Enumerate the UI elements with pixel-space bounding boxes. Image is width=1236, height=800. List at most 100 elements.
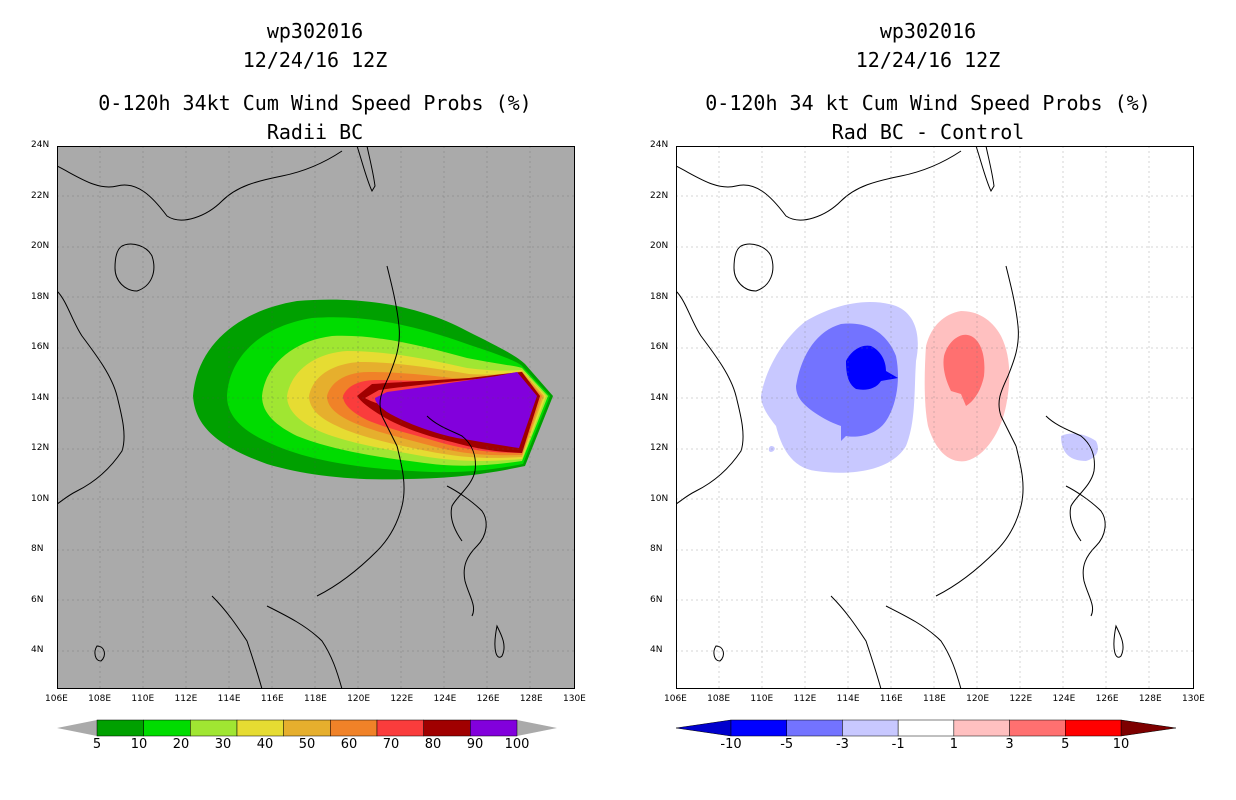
colorbar-tick-label: 1 [949, 737, 958, 752]
lon-tick-label: 128E [1138, 694, 1162, 704]
colorbar-swatch [96, 719, 144, 737]
colorbar-tick-label: -10 [720, 737, 742, 752]
colorbar-swatch [842, 719, 899, 737]
lat-tick-label: 18N [650, 291, 669, 302]
right-colorbar [676, 719, 1176, 737]
lon-tick-label: 116E [879, 694, 903, 704]
diff-neg-small [1061, 433, 1098, 461]
lat-tick-label: 12N [31, 443, 50, 454]
colorbar-swatch [376, 719, 424, 737]
lon-tick-label: 112E [174, 694, 198, 704]
lon-tick-label: 108E [707, 694, 731, 704]
left-title-storm: wp302016 [266, 19, 364, 43]
lat-tick-label: 6N [31, 594, 44, 605]
diff-neg-5 [846, 345, 898, 390]
colorbar-swatch [283, 719, 331, 737]
colorbar-tick-label: 50 [298, 737, 316, 752]
lat-tick-label: 14N [31, 392, 50, 403]
lat-tick-label: 18N [31, 291, 50, 302]
lon-tick-label: 130E [563, 694, 586, 704]
lon-tick-label: 114E [836, 694, 860, 704]
lon-tick-label: 116E [260, 694, 284, 704]
colorbar-swatch [730, 719, 787, 737]
lat-tick-label: 14N [650, 392, 669, 403]
lat-tick-label: 24N [650, 140, 669, 150]
colorbar-swatch [330, 719, 378, 737]
colorbar-swatch [423, 719, 471, 737]
colorbar-tick-label: 5 [92, 737, 102, 752]
colorbar-tick-label: 60 [340, 737, 358, 752]
colorbar-tick-label: 40 [256, 737, 274, 752]
lon-tick-label: 126E [476, 694, 500, 704]
lon-tick-label: 128E [519, 694, 543, 704]
lat-tick-label: 8N [31, 544, 44, 555]
colorbar-tick-label: -5 [780, 737, 794, 752]
colorbar-swatch [143, 719, 191, 737]
colorbar-tick-label: 90 [466, 737, 484, 752]
colorbar-tick-label: 20 [172, 737, 190, 752]
colorbar-swatch [1009, 719, 1066, 737]
diff-pos-3 [943, 334, 985, 406]
lon-tick-label: 120E [966, 694, 990, 704]
lon-tick-label: 106E [664, 694, 687, 704]
lon-tick-label: 130E [1182, 694, 1205, 704]
right-map [676, 146, 1194, 689]
lon-tick-label: 120E [347, 694, 371, 704]
lat-tick-label: 20N [650, 241, 669, 252]
colorbar-swatch [1065, 719, 1122, 737]
colorbar-tick-label: 100 [504, 737, 530, 752]
left-title-date: 12/24/16 12Z [242, 48, 388, 72]
colorbar-tick-label: 80 [424, 737, 442, 752]
lat-tick-label: 24N [31, 140, 50, 150]
colorbar-swatch [953, 719, 1010, 737]
right-title-storm: wp302016 [879, 19, 977, 43]
colorbar-tick-label: -3 [835, 737, 849, 752]
lat-tick-label: 10N [31, 493, 50, 504]
lon-tick-label: 110E [750, 694, 774, 704]
lon-tick-label: 124E [1052, 694, 1076, 704]
left-map [57, 146, 575, 689]
left-colorbar [57, 719, 557, 737]
right-title-subtitle: Rad BC - Control [831, 120, 1025, 144]
lon-tick-label: 108E [88, 694, 112, 704]
lat-tick-label: 12N [650, 443, 669, 454]
colorbar-tick-label: -1 [891, 737, 905, 752]
colorbar-right-arrow [517, 720, 557, 736]
lon-tick-label: 124E [433, 694, 457, 704]
right-title-product: 0-120h 34 kt Cum Wind Speed Probs (%) [705, 91, 1151, 115]
lon-tick-label: 122E [1009, 694, 1033, 704]
lat-tick-label: 22N [650, 190, 669, 201]
lon-tick-label: 118E [923, 694, 946, 704]
colorbar-tick-label: 10 [1112, 737, 1130, 752]
colorbar-swatch [236, 719, 284, 737]
lon-tick-label: 126E [1095, 694, 1119, 704]
lat-tick-label: 16N [31, 342, 50, 353]
lat-tick-label: 16N [650, 342, 669, 353]
colorbar-tick-label: 5 [1061, 737, 1070, 752]
colorbar-swatch [897, 719, 955, 737]
colorbar-tick-label: 3 [1005, 737, 1014, 752]
colorbar-left-arrow [57, 720, 97, 736]
colorbar-tick-label: 10 [130, 737, 148, 752]
left-title-subtitle: Radii BC [266, 120, 364, 144]
colorbar-left-arrow [676, 719, 732, 737]
lat-tick-label: 8N [650, 544, 663, 555]
colorbar-swatch [470, 719, 518, 737]
left-coastlines [57, 146, 505, 689]
colorbar-tick-label: 30 [214, 737, 232, 752]
lat-tick-label: 4N [31, 645, 44, 656]
right-coastlines [676, 146, 1124, 689]
lon-tick-label: 110E [131, 694, 155, 704]
lon-tick-label: 122E [390, 694, 414, 704]
lat-tick-label: 20N [31, 241, 50, 252]
lon-tick-label: 114E [217, 694, 241, 704]
lon-tick-label: 112E [793, 694, 817, 704]
lon-tick-label: 106E [45, 694, 68, 704]
lat-tick-label: 4N [650, 645, 663, 656]
colorbar-swatch [786, 719, 843, 737]
right-title-date: 12/24/16 12Z [855, 48, 1001, 72]
colorbar-right-arrow [1120, 719, 1176, 737]
prob-band-100 [375, 372, 537, 448]
colorbar-swatch [190, 719, 238, 737]
lat-tick-label: 10N [650, 493, 669, 504]
